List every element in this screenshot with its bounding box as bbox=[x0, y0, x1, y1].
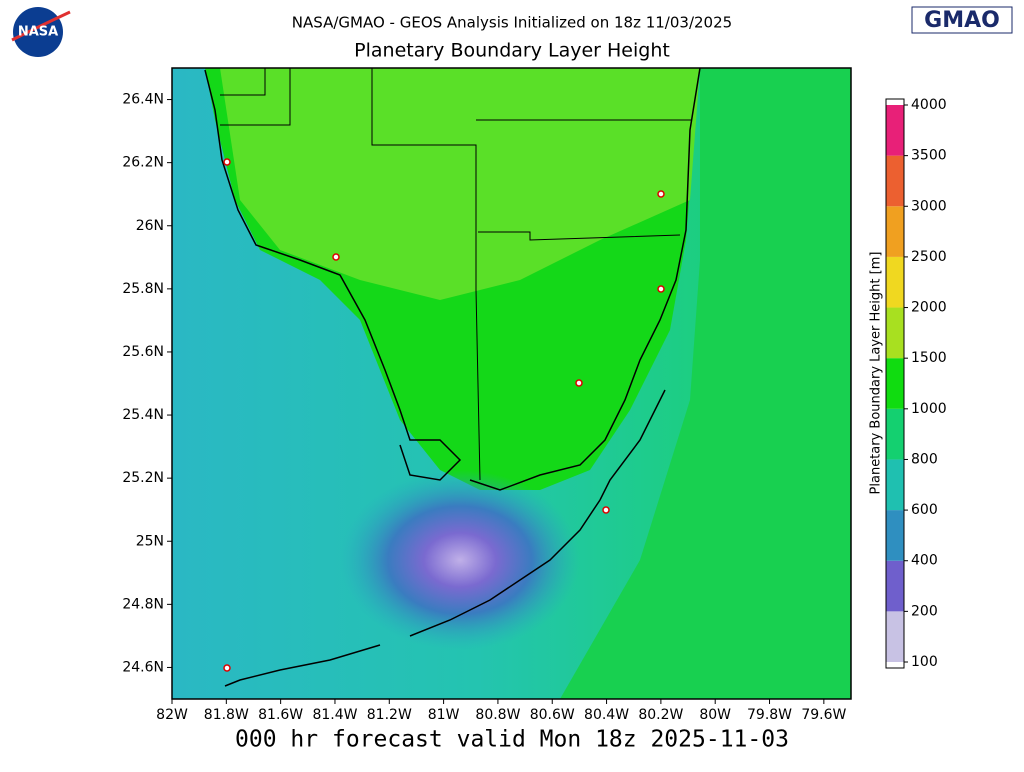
city-markers bbox=[223, 158, 665, 672]
x-tick-label: 81.8W bbox=[204, 707, 249, 723]
subtitle: NASA/GMAO - GEOS Analysis Initialized on… bbox=[292, 14, 732, 32]
colorbar: 100 200 400 600 800 1000 1500 2000 2500 3000 3500 4… bbox=[885, 97, 947, 670]
x-tick-label: 80.2W bbox=[638, 707, 683, 723]
colorbar-tick-label: 2500 bbox=[911, 249, 947, 265]
colorbar-tick-label: 3500 bbox=[911, 148, 947, 164]
colorbar-tick-label: 800 bbox=[911, 451, 938, 467]
x-tick-label: 80.8W bbox=[475, 707, 520, 723]
x-tick-label: 81W bbox=[428, 707, 460, 723]
low-pbl bbox=[340, 470, 580, 650]
gmao-logo bbox=[911, 6, 1013, 34]
map bbox=[172, 68, 851, 699]
colorbar-segment bbox=[886, 408, 904, 460]
y-tick-label: 26.4N bbox=[122, 92, 164, 108]
colorbar-tick-label: 1500 bbox=[911, 350, 947, 366]
title: Planetary Boundary Layer Height bbox=[354, 40, 670, 62]
colorbar-label: Planetary Boundary Layer Height [m] bbox=[869, 252, 884, 495]
colorbar-tick-label: 400 bbox=[911, 553, 938, 569]
colorbar-segment bbox=[886, 206, 904, 257]
colorbar-segment bbox=[886, 307, 904, 359]
y-tick-label: 24.8N bbox=[122, 596, 164, 612]
x-tick-label: 79.6W bbox=[801, 707, 846, 723]
footer: 000 hr forecast valid Mon 18z 2025-11-03 bbox=[235, 727, 789, 753]
plot-frame bbox=[171, 67, 852, 700]
x-tick-label: 81.6W bbox=[258, 707, 303, 723]
gmao-text: GMAO bbox=[924, 8, 1000, 33]
colorbar-tick-label: 3000 bbox=[911, 198, 947, 214]
colorbar-tick-label: 100 bbox=[911, 654, 938, 670]
colorbar-segment bbox=[886, 155, 904, 207]
x-tick-label: 82W bbox=[156, 707, 188, 723]
y-tick-label: 26.2N bbox=[122, 155, 164, 171]
colorbar-segment bbox=[886, 105, 904, 156]
y-tick-label: 25.2N bbox=[122, 470, 164, 486]
colorbar-tick-label: 200 bbox=[911, 603, 938, 619]
colorbar-tick-label: 600 bbox=[911, 502, 938, 518]
land-north bbox=[220, 68, 700, 300]
colorbar-tick-label: 4000 bbox=[911, 97, 947, 113]
x-tick-label: 80W bbox=[699, 707, 731, 723]
axes: 82W 81.8W 81.6W 81.4W 81.2W 81W 80.8W 80.6W 80.4… bbox=[122, 92, 846, 723]
colorbar-segment bbox=[886, 358, 904, 409]
colorbar-segment bbox=[886, 256, 904, 308]
x-tick-label: 79.8W bbox=[747, 707, 792, 723]
nasa-logo: NASA bbox=[11, 7, 71, 57]
y-tick-label: 25.4N bbox=[122, 407, 164, 423]
colorbar-tick-label: 2000 bbox=[911, 300, 947, 316]
colorbar-segment bbox=[886, 459, 904, 511]
colorbar-frame bbox=[885, 98, 905, 669]
y-tick-label: 25.8N bbox=[122, 281, 164, 297]
x-tick-label: 80.4W bbox=[584, 707, 629, 723]
coastline bbox=[204, 68, 701, 687]
x-tick-label: 81.2W bbox=[367, 707, 412, 723]
colorbar-tick-label: 1000 bbox=[911, 401, 947, 417]
colorbar-segment bbox=[886, 560, 904, 612]
y-tick-label: 24.6N bbox=[122, 659, 164, 675]
colorbar-segment bbox=[886, 510, 904, 561]
x-tick-label: 81.4W bbox=[312, 707, 357, 723]
colorbar-segment bbox=[886, 611, 904, 662]
y-tick-label: 25.6N bbox=[122, 344, 164, 360]
y-tick-label: 26N bbox=[136, 218, 164, 234]
x-tick-label: 80.6W bbox=[530, 707, 575, 723]
nasa-text: NASA bbox=[18, 25, 58, 40]
y-tick-label: 25N bbox=[136, 533, 164, 549]
atlantic bbox=[560, 68, 851, 699]
